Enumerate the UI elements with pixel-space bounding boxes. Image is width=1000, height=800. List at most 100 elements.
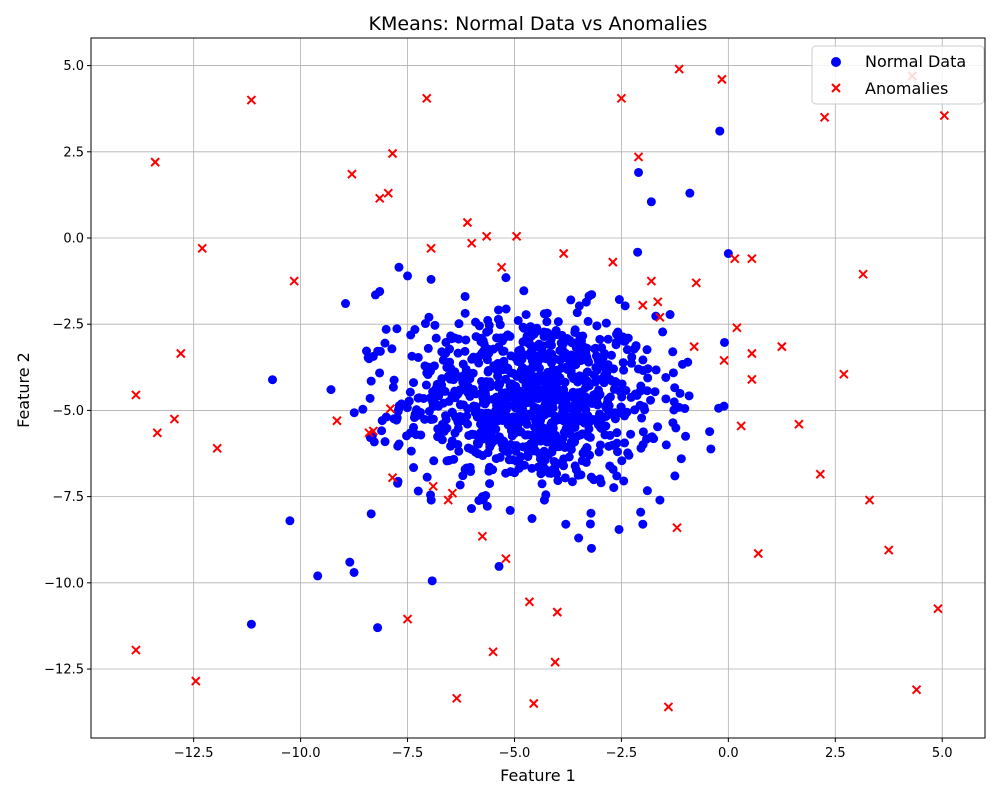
normal-data-point (620, 301, 630, 311)
anomaly-point (616, 93, 627, 104)
anomaly-point (777, 341, 787, 352)
normal-data-point (639, 402, 649, 412)
anomaly-point (819, 112, 830, 123)
anomaly-point (462, 217, 473, 228)
anomaly-point (511, 231, 522, 241)
normal-data-point (458, 377, 468, 387)
anomaly-point (933, 603, 943, 614)
normal-data-point (622, 407, 632, 417)
normal-data-point (668, 347, 678, 357)
normal-data-point (614, 524, 624, 534)
normal-data-point (585, 519, 595, 529)
normal-data-point (470, 430, 480, 440)
anomaly-point (443, 495, 453, 505)
normal-data-point (570, 325, 580, 335)
normal-data-point (521, 310, 531, 320)
x-tick-label: −12.5 (174, 746, 214, 761)
normal-data-point (392, 324, 402, 334)
normal-data-point (568, 392, 578, 402)
normal-data-point (461, 335, 471, 345)
normal-data-point (519, 323, 529, 333)
normal-data-point (513, 315, 523, 325)
anomaly-point (747, 374, 757, 385)
normal-data-point (609, 364, 619, 374)
anomaly-point (364, 428, 374, 438)
x-tick-label: −7.5 (392, 746, 424, 761)
normal-data-point (456, 400, 466, 410)
normal-data-point (562, 365, 572, 375)
normal-data-point (542, 328, 552, 338)
normal-data-point (506, 426, 516, 436)
normal-data-point (484, 466, 494, 476)
normal-data-point (529, 402, 539, 412)
normal-data-point (714, 403, 724, 413)
normal-data-point (407, 351, 417, 361)
normal-data-point (636, 507, 646, 517)
y-tick-label: −7.5 (52, 490, 84, 505)
normal-data-point (246, 619, 256, 629)
normal-data-point (574, 533, 584, 543)
normal-data-point (586, 472, 596, 482)
anomaly-point (426, 243, 436, 254)
normal-data-point (619, 476, 629, 486)
anomaly-point (152, 428, 163, 438)
normal-data-point (535, 435, 545, 445)
normal-data-point (681, 431, 691, 441)
anomaly-point (496, 262, 507, 273)
normal-data-point (536, 350, 546, 360)
anomaly-point (717, 74, 727, 85)
anomaly-point (422, 93, 432, 104)
normal-data-point (705, 427, 715, 437)
normal-data-point (427, 414, 437, 424)
normal-data-point (467, 504, 477, 514)
anomaly-point (633, 152, 644, 162)
x-tick-label: −5.0 (499, 746, 531, 761)
normal-data-point (566, 295, 576, 305)
y-tick-label: −2.5 (52, 318, 84, 333)
normal-data-point (499, 436, 509, 446)
normal-data-point (586, 395, 596, 405)
normal-data-point (551, 326, 561, 336)
normal-data-point (450, 386, 460, 396)
normal-data-point (572, 352, 582, 362)
normal-data-point (491, 454, 501, 464)
anomaly-point (332, 416, 342, 426)
normal-data-point (560, 377, 570, 387)
normal-data-point (599, 378, 609, 388)
normal-data-point (642, 486, 652, 496)
normal-data-point (527, 514, 537, 524)
normal-data-point (341, 299, 351, 309)
anomaly-point (674, 64, 684, 74)
normal-data-point (591, 362, 601, 372)
normal-data-point (375, 346, 385, 356)
normal-data-point (554, 442, 564, 452)
normal-data-point (561, 519, 571, 529)
normal-data-point (567, 338, 577, 348)
y-axis-title: Feature 2 (14, 352, 33, 428)
anomaly-point (732, 322, 742, 333)
normal-data-point (429, 361, 439, 371)
y-axis-ticks: 5.0 2.5 0.0 −2.5 −5.0 −7.5 −10.0 −12.5 (44, 59, 91, 678)
normal-data-point (485, 479, 495, 489)
anomaly-point (672, 522, 682, 533)
normal-data-point (501, 304, 511, 314)
normal-data-point (369, 437, 379, 447)
normal-data-point (456, 416, 466, 426)
normal-data-point (646, 395, 656, 405)
normal-data-point (642, 386, 652, 396)
normal-data-point (467, 444, 477, 454)
anomaly-point (864, 495, 875, 505)
normal-data-point (592, 321, 602, 331)
normal-data-point (358, 404, 368, 414)
normal-data-point (616, 402, 626, 412)
normal-data-point (637, 413, 647, 423)
anomaly-point (815, 469, 826, 479)
normal-data-point (492, 365, 502, 375)
anomaly-point (191, 676, 201, 686)
normal-data-point (539, 309, 549, 319)
anomaly-point (375, 193, 385, 204)
anomaly-point (552, 607, 562, 617)
normal-data-point (553, 365, 563, 375)
normal-data-point (668, 368, 678, 378)
normal-data-point (422, 472, 432, 482)
